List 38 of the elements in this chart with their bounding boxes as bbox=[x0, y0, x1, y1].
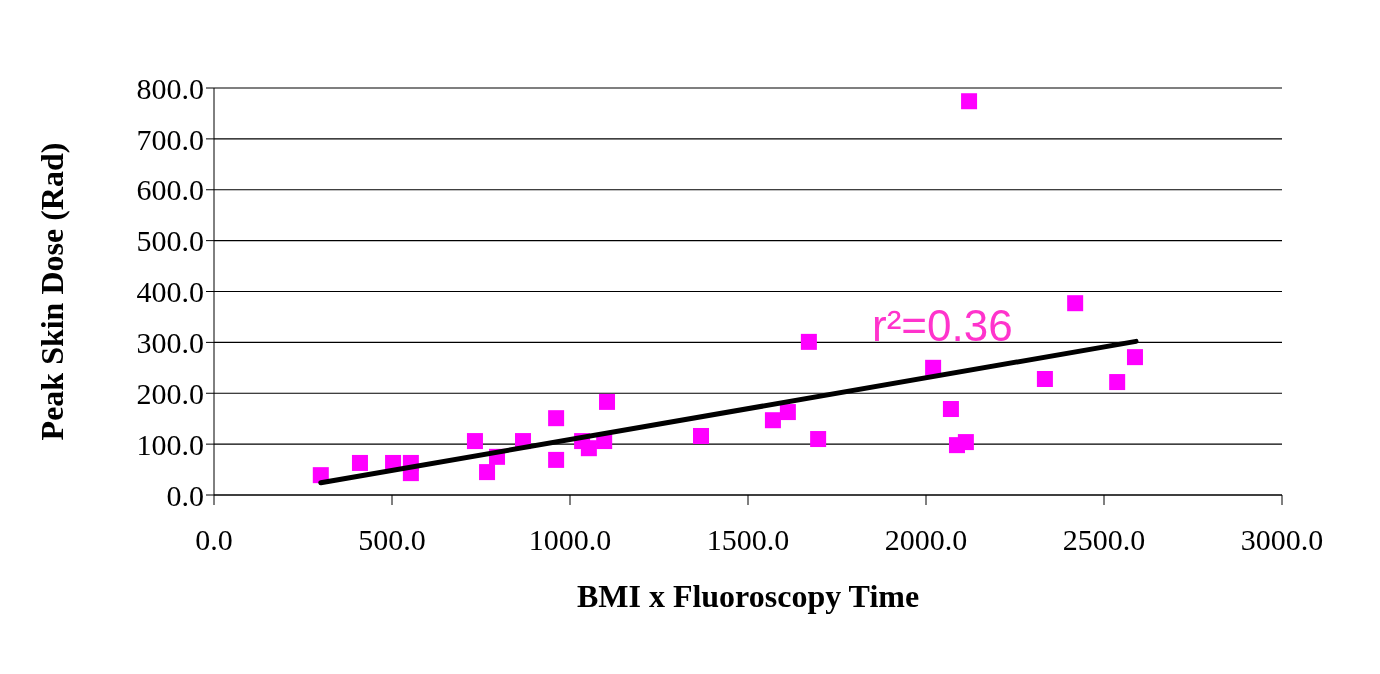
y-tick-label: 200.0 bbox=[136, 376, 204, 410]
point bbox=[466, 433, 483, 450]
point bbox=[800, 333, 817, 350]
point bbox=[1036, 371, 1053, 388]
point bbox=[599, 393, 616, 410]
annotation: r²=0.36 bbox=[872, 301, 1013, 350]
point bbox=[961, 93, 978, 110]
point bbox=[779, 404, 796, 421]
y-tick-label: 800.0 bbox=[136, 71, 204, 105]
x-tick-label: 500.0 bbox=[358, 523, 426, 557]
point bbox=[548, 451, 565, 468]
y-tick-label: 700.0 bbox=[136, 122, 204, 156]
point bbox=[548, 410, 565, 427]
x-tick-label: 2500.0 bbox=[1062, 523, 1146, 557]
point bbox=[1109, 374, 1126, 391]
y-tick-label: 100.0 bbox=[136, 427, 204, 461]
point bbox=[580, 440, 597, 457]
x-tick-label: 1000.0 bbox=[528, 523, 612, 557]
x-axis-title: BMI x Fluoroscopy Time bbox=[576, 578, 920, 614]
point bbox=[1067, 295, 1084, 312]
y-axis-title: Peak Skin Dose (Rad) bbox=[34, 142, 71, 441]
y-tick-label: 0.0 bbox=[166, 478, 204, 512]
point bbox=[764, 412, 781, 429]
point bbox=[479, 464, 496, 481]
y-tick-label: 600.0 bbox=[136, 173, 204, 207]
point bbox=[957, 434, 974, 451]
point bbox=[1126, 349, 1143, 366]
x-tick-label: 2000.0 bbox=[884, 523, 968, 557]
y-tick-label: 400.0 bbox=[136, 275, 204, 309]
point bbox=[810, 431, 827, 448]
x-tick-label: 0.0 bbox=[195, 523, 233, 557]
point bbox=[693, 427, 710, 444]
point bbox=[942, 401, 959, 418]
y-tick-label: 300.0 bbox=[136, 326, 204, 360]
x-tick-label: 1500.0 bbox=[706, 523, 790, 557]
point bbox=[351, 454, 368, 471]
x-tick-label: 3000.0 bbox=[1240, 523, 1324, 557]
y-tick-label: 500.0 bbox=[136, 224, 204, 258]
